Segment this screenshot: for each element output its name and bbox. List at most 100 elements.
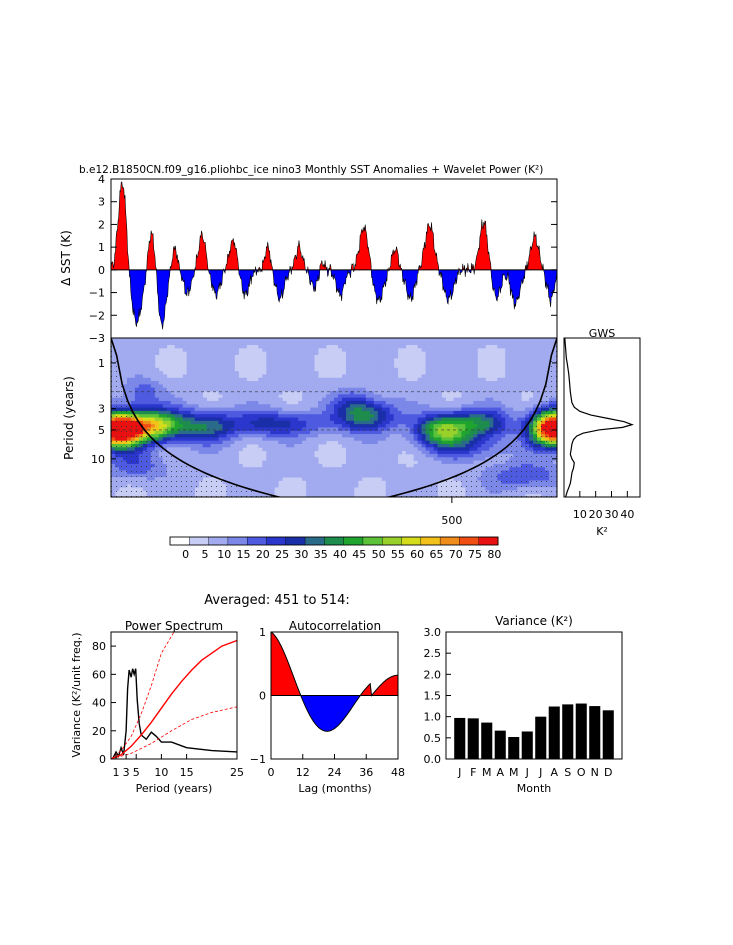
- wavelet-cell: [441, 457, 446, 461]
- wavelet-cell: [186, 424, 192, 428]
- wavelet-cell: [369, 457, 375, 461]
- wavelet-cell: [369, 341, 375, 346]
- wavelet-cell: [409, 450, 415, 455]
- wavelet-cell: [541, 371, 546, 375]
- wavelet-cell: [226, 414, 231, 418]
- colorbar-swatch: [304, 536, 325, 546]
- wavelet-cell: [425, 450, 430, 455]
- wavelet-cell: [242, 341, 247, 346]
- wavelet-cell: [377, 391, 383, 395]
- wavelet-cell: [445, 447, 450, 452]
- wavelet-cell: [286, 437, 291, 442]
- wavelet-cell: [361, 394, 367, 399]
- wavelet-cell: [377, 364, 383, 369]
- wavelet-cell: [246, 414, 251, 418]
- wavelet-cell: [453, 387, 458, 392]
- wavelet-cell: [429, 394, 434, 399]
- wavelet-cell: [509, 347, 514, 352]
- wavelet-cell: [278, 414, 283, 418]
- wavelet-cell: [401, 444, 407, 448]
- wavelet-cell: [306, 407, 311, 412]
- wavelet-cell: [282, 434, 287, 438]
- wavelet-cell: [202, 427, 207, 432]
- wavelet-cell: [397, 344, 403, 349]
- wavelet-cell: [262, 344, 267, 349]
- wavelet-cell: [477, 391, 482, 395]
- wavelet-cell: [198, 414, 203, 418]
- wavelet-cell: [302, 351, 307, 355]
- wavelet-cell: [154, 437, 160, 442]
- wavelet-cell: [166, 397, 172, 402]
- wavelet-cell: [322, 404, 327, 408]
- wavelet-cell: [345, 453, 351, 458]
- wavelet-cell: [393, 444, 399, 448]
- wavelet-cell: [505, 424, 510, 428]
- wavelet-cell: [377, 357, 383, 362]
- wavelet-cell: [501, 344, 506, 349]
- wavelet-cell: [174, 440, 180, 445]
- wavelet-cell: [361, 341, 367, 346]
- wavelet-cell: [258, 377, 263, 382]
- wavelet-cell: [298, 377, 303, 382]
- wavelet-cell: [501, 407, 506, 412]
- wavelet-cell: [222, 447, 227, 452]
- wavelet-cell: [417, 344, 423, 349]
- wavelet-cell: [397, 387, 403, 392]
- wavelet-cell: [218, 453, 223, 458]
- wavelet-cell: [210, 374, 215, 379]
- wavelet-cell: [377, 394, 383, 399]
- wavelet-cell: [521, 424, 526, 428]
- wavelet-cell: [389, 338, 395, 342]
- wavelet-cell: [254, 483, 259, 488]
- wavelet-cell: [270, 444, 275, 448]
- wavelet-cell: [417, 447, 423, 452]
- wavelet-cell: [262, 384, 267, 389]
- wavelet-cell: [425, 351, 430, 355]
- wavelet-cell: [433, 470, 438, 475]
- wavelet-cell: [469, 447, 474, 452]
- variance-bar: [467, 718, 479, 759]
- variance-bar: [548, 706, 560, 759]
- wavelet-cell: [214, 430, 219, 435]
- wavelet-cell: [465, 407, 470, 412]
- wavelet-cell: [505, 377, 510, 382]
- wavelet-cell: [266, 417, 271, 422]
- wavelet-cell: [190, 338, 196, 342]
- wavelet-cell: [361, 367, 367, 372]
- wavelet-cell: [142, 367, 148, 372]
- wavelet-cell: [222, 407, 227, 412]
- wavelet-cell: [449, 457, 454, 461]
- wavelet-cell: [489, 381, 494, 385]
- wavelet-cell: [234, 394, 239, 399]
- wavelet-cell: [146, 354, 152, 359]
- wavelet-cell: [461, 364, 466, 369]
- wavelet-cell: [222, 374, 227, 379]
- wavelet-cell: [517, 394, 522, 399]
- wavelet-cell: [513, 397, 518, 402]
- wavelet-cell: [266, 357, 271, 362]
- wavelet-cell: [385, 477, 391, 481]
- wavelet-cell: [409, 430, 415, 435]
- wavelet-cell: [286, 470, 291, 475]
- wavelet-cell: [537, 391, 542, 395]
- wavelet-cell: [509, 381, 514, 385]
- wavelet-cell: [206, 357, 211, 362]
- wavelet-cell: [441, 434, 446, 438]
- variance-x-tick-label: J: [457, 766, 461, 779]
- wavelet-cell: [138, 361, 144, 365]
- wavelet-cell: [365, 344, 371, 349]
- wavelet-cell: [242, 377, 247, 382]
- wavelet-cell: [226, 347, 231, 352]
- wavelet-cell: [134, 414, 140, 418]
- wavelet-cell: [130, 400, 136, 405]
- wavelet-cell: [242, 427, 247, 432]
- wavelet-cell: [397, 407, 403, 412]
- wavelet-cell: [517, 420, 522, 425]
- wavelet-cell: [389, 347, 395, 352]
- wavelet-cell: [334, 483, 339, 488]
- wavelet-cell: [306, 493, 311, 497]
- autocorrelation-x-tick-label: 36: [359, 766, 373, 779]
- wavelet-cell: [405, 394, 411, 399]
- wavelet-cell: [234, 384, 239, 389]
- wavelet-cell: [449, 467, 454, 471]
